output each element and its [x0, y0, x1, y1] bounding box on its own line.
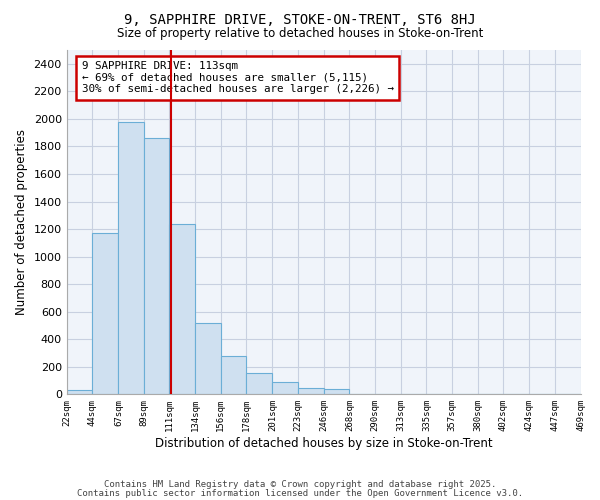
X-axis label: Distribution of detached houses by size in Stoke-on-Trent: Distribution of detached houses by size …: [155, 437, 493, 450]
Text: Contains public sector information licensed under the Open Government Licence v3: Contains public sector information licen…: [77, 488, 523, 498]
Bar: [298, 388, 324, 394]
Text: 9 SAPPHIRE DRIVE: 113sqm
← 69% of detached houses are smaller (5,115)
30% of sem: 9 SAPPHIRE DRIVE: 113sqm ← 69% of detach…: [82, 61, 394, 94]
Text: 9, SAPPHIRE DRIVE, STOKE-ON-TRENT, ST6 8HJ: 9, SAPPHIRE DRIVE, STOKE-ON-TRENT, ST6 8…: [124, 12, 476, 26]
Bar: [118, 122, 143, 394]
Bar: [324, 389, 349, 394]
Bar: [143, 138, 169, 394]
Bar: [67, 390, 92, 394]
Bar: [272, 382, 298, 394]
Text: Contains HM Land Registry data © Crown copyright and database right 2025.: Contains HM Land Registry data © Crown c…: [104, 480, 496, 489]
Text: Size of property relative to detached houses in Stoke-on-Trent: Size of property relative to detached ho…: [117, 28, 483, 40]
Bar: [196, 322, 221, 394]
Bar: [169, 224, 196, 394]
Bar: [246, 373, 272, 394]
Bar: [221, 356, 246, 395]
Bar: [92, 233, 118, 394]
Y-axis label: Number of detached properties: Number of detached properties: [15, 129, 28, 315]
